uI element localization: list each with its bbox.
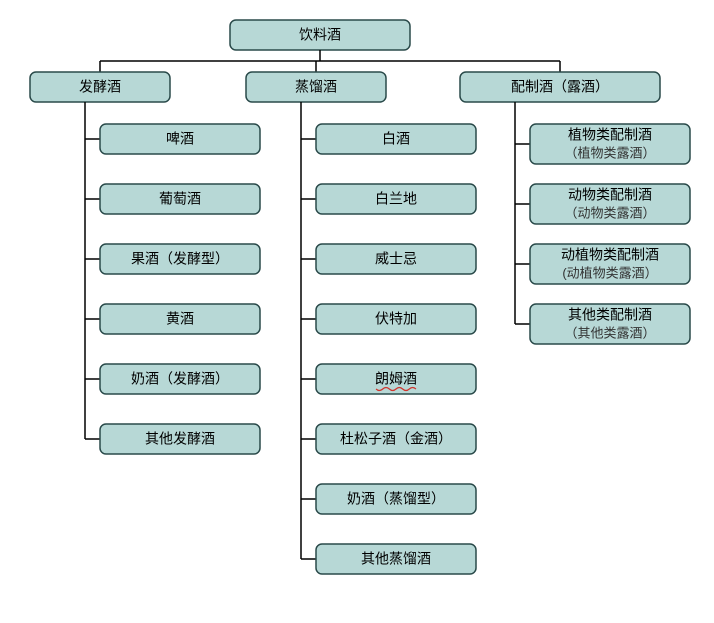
leaf-label: 动植物类配制酒	[561, 247, 659, 263]
leaf-label: 杜松子酒（金酒）	[340, 431, 452, 447]
leaf-label: 其他发酵酒	[145, 431, 215, 447]
leaf-label: 白兰地	[375, 191, 417, 207]
leaf-label: 威士忌	[375, 251, 417, 267]
leaf-label: 啤酒	[166, 131, 194, 147]
leaf-sublabel: （植物类露酒）	[564, 145, 655, 160]
leaf-sublabel: （其他类露酒）	[564, 325, 655, 340]
org-chart: 饮料酒发酵酒 蒸馏酒 配制酒（露酒） 啤酒葡萄酒果酒（发酵型） 黄酒奶酒（发酵酒） 其他发…	[0, 0, 714, 623]
leaf-label: 朗姆酒	[375, 371, 417, 387]
leaf-label: 其他蒸馏酒	[361, 551, 431, 567]
leaf-sublabel: (动植物类露酒）	[562, 265, 657, 280]
category-label-prepared: 配制酒（露酒）	[511, 79, 609, 95]
category-label-fermented: 发酵酒	[79, 79, 121, 95]
category-label-distilled: 蒸馏酒	[295, 79, 337, 95]
leaf-label: 白酒	[382, 131, 410, 147]
leaf-label: 植物类配制酒	[568, 127, 652, 143]
leaf-label: 伏特加	[375, 311, 417, 327]
leaf-label: 其他类配制酒	[568, 307, 652, 323]
leaf-label: 黄酒	[166, 311, 194, 327]
leaf-label: 葡萄酒	[159, 191, 201, 207]
leaf-label: 动物类配制酒	[568, 187, 652, 203]
leaf-sublabel: （动物类露酒）	[564, 205, 655, 220]
leaf-label: 奶酒（发酵酒）	[131, 371, 229, 387]
root-label: 饮料酒	[299, 27, 341, 43]
leaf-label: 奶酒（蒸馏型）	[347, 491, 445, 507]
leaf-label: 果酒（发酵型）	[131, 251, 229, 267]
